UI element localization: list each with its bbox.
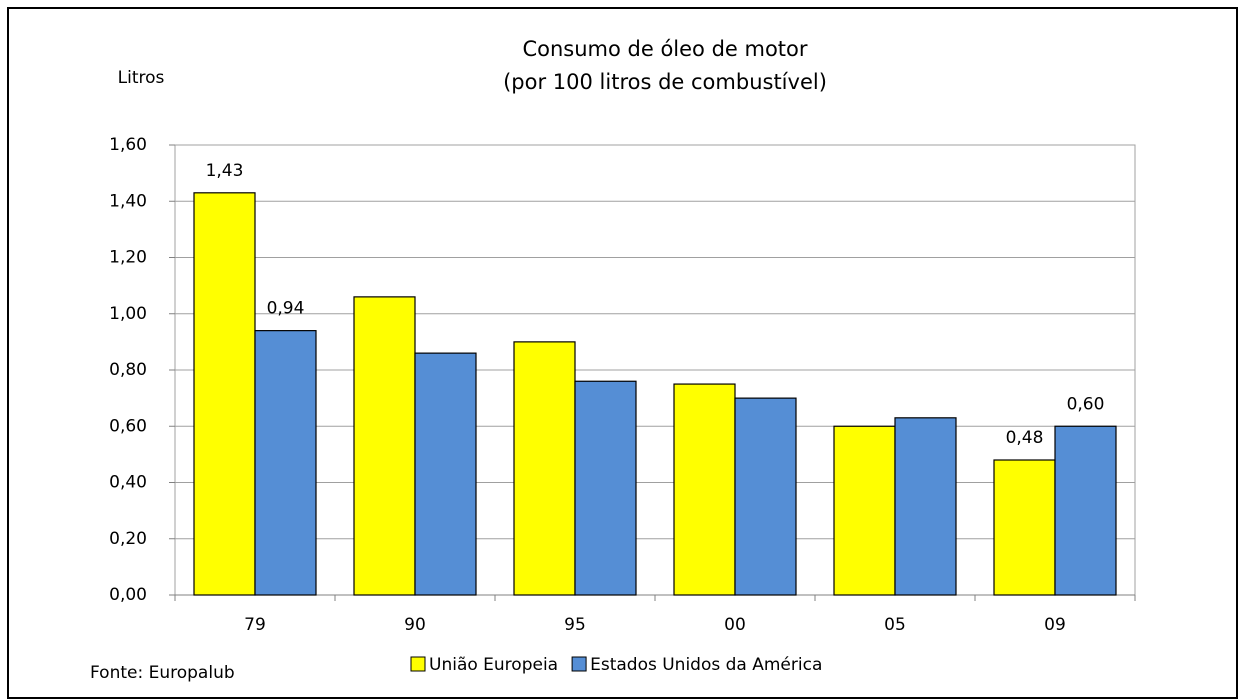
legend-swatch xyxy=(571,656,587,672)
bar xyxy=(993,459,1056,596)
legend-label: União Europeia xyxy=(429,655,558,675)
y-tick-label: 0,20 xyxy=(109,529,147,549)
data-label: 0,94 xyxy=(267,299,305,319)
bar xyxy=(513,341,576,596)
chart-subtitle: (por 100 litros de combustível) xyxy=(503,70,827,94)
y-tick-label: 0,40 xyxy=(109,473,147,493)
y-tick-label: 1,00 xyxy=(109,304,147,324)
bar xyxy=(673,383,736,596)
y-axis-label: Litros xyxy=(118,68,165,88)
x-tick-label: 09 xyxy=(1044,615,1066,635)
x-tick-label: 05 xyxy=(884,615,906,635)
x-tick-label: 95 xyxy=(564,615,586,635)
data-label: 1,43 xyxy=(206,161,244,181)
y-tick-label: 0,80 xyxy=(109,360,147,380)
bar xyxy=(833,425,896,596)
y-tick-label: 1,40 xyxy=(109,191,147,211)
legend-label: Estados Unidos da América xyxy=(590,655,822,675)
bar xyxy=(1054,425,1117,596)
bar xyxy=(353,296,416,596)
y-tick-label: 0,60 xyxy=(109,416,147,436)
y-tick-label: 1,60 xyxy=(109,135,147,155)
bar xyxy=(254,330,317,596)
y-tick-label: 1,20 xyxy=(109,248,147,268)
x-tick-label: 79 xyxy=(244,615,266,635)
y-tick-label: 0,00 xyxy=(109,585,147,605)
bar xyxy=(193,192,256,596)
bar xyxy=(734,397,797,596)
bar xyxy=(894,417,957,596)
data-label: 0,60 xyxy=(1067,394,1105,414)
legend-swatch xyxy=(410,656,426,672)
bar xyxy=(414,352,477,596)
bar xyxy=(574,380,637,596)
source: Fonte: Europalub xyxy=(90,663,235,683)
chart-title: Consumo de óleo de motor xyxy=(522,37,807,61)
x-tick-label: 90 xyxy=(404,615,426,635)
data-label: 0,48 xyxy=(1006,428,1044,448)
x-tick-label: 00 xyxy=(724,615,746,635)
